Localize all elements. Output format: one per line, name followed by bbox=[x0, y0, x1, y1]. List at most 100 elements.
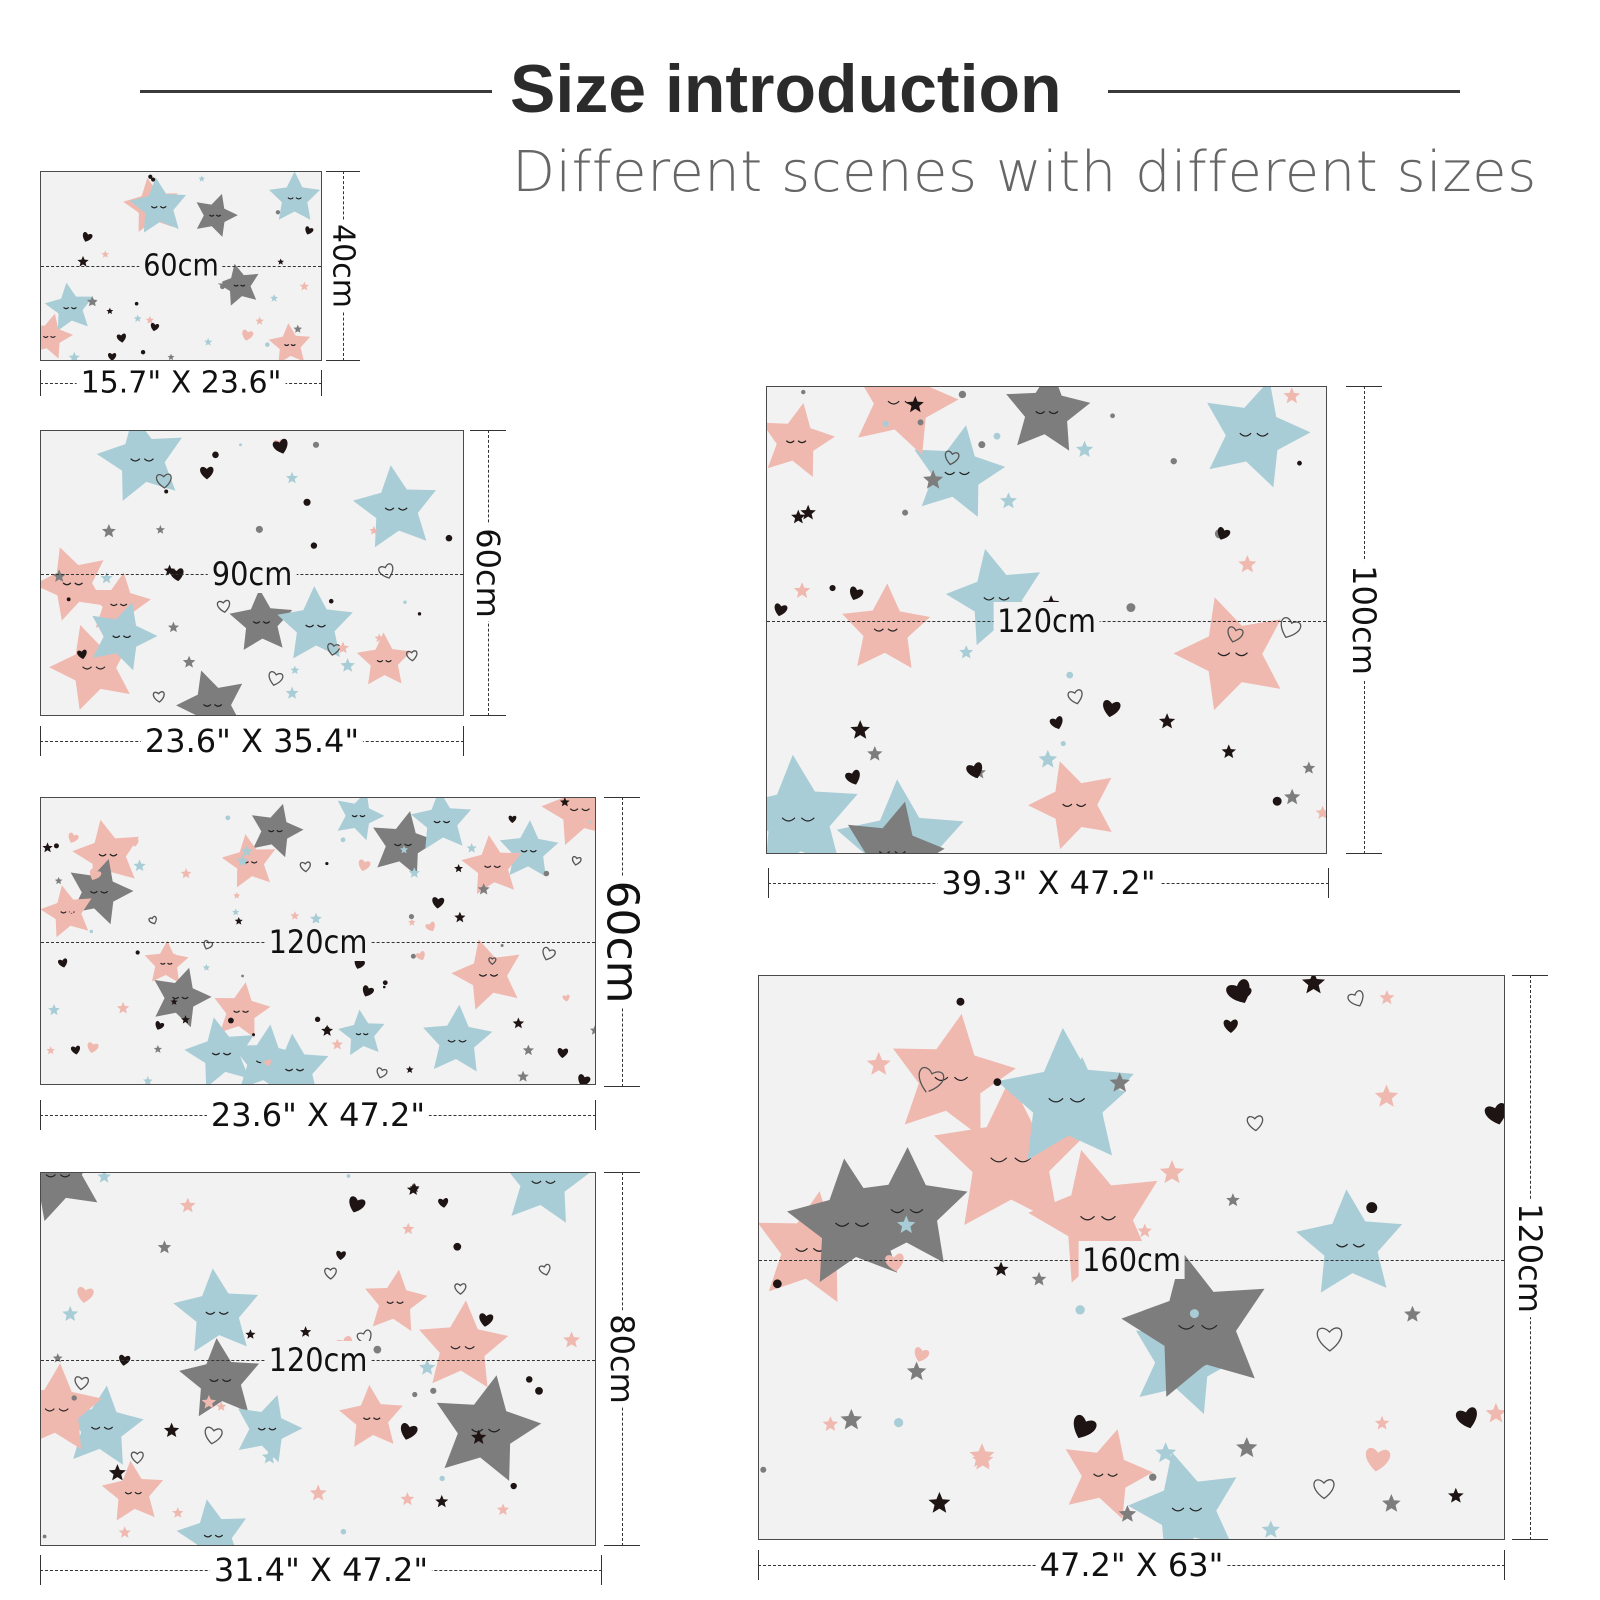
star-eye-shape bbox=[233, 284, 239, 287]
star-eye-shape bbox=[42, 335, 49, 339]
small-star-shape bbox=[477, 883, 490, 895]
small-star-shape bbox=[906, 1361, 927, 1381]
small-star-shape bbox=[408, 867, 420, 878]
dot-shape bbox=[403, 600, 407, 604]
heart-shape bbox=[542, 946, 556, 961]
dot-shape bbox=[760, 1466, 767, 1473]
star-eye-shape bbox=[1235, 652, 1248, 657]
star-eye-shape bbox=[209, 1378, 219, 1382]
small-star-shape bbox=[1301, 976, 1326, 994]
star-eye-shape bbox=[284, 1068, 294, 1072]
heart-shape bbox=[1316, 1327, 1343, 1352]
dot-shape bbox=[314, 1016, 321, 1023]
size-panel-120x80: 120cm bbox=[40, 1172, 596, 1546]
small-star-shape bbox=[46, 1046, 55, 1055]
big-star-shape bbox=[176, 670, 243, 715]
star-eye-shape bbox=[252, 621, 261, 624]
small-star-shape bbox=[234, 916, 243, 925]
big-star-shape bbox=[847, 801, 945, 853]
star-eye-shape bbox=[894, 850, 906, 853]
dot-shape bbox=[993, 1078, 1002, 1087]
big-star-shape bbox=[179, 1338, 260, 1417]
star-eye-shape bbox=[62, 582, 72, 586]
heart-shape bbox=[82, 232, 93, 242]
small-star-shape bbox=[1236, 1436, 1258, 1458]
star-eye-shape bbox=[531, 1180, 542, 1184]
page-subtitle: Different scenes with different sizes bbox=[512, 140, 1537, 205]
star-eye-shape bbox=[797, 440, 807, 444]
small-star-shape bbox=[48, 1004, 60, 1016]
big-star-shape bbox=[461, 834, 522, 895]
star-eye-shape bbox=[58, 1408, 69, 1412]
small-star-shape bbox=[42, 842, 53, 853]
star-eye-shape bbox=[287, 197, 294, 200]
star-eye-shape bbox=[1107, 1473, 1118, 1477]
small-star-shape bbox=[866, 1051, 891, 1075]
star-eye-shape bbox=[397, 507, 408, 511]
star-eye-shape bbox=[109, 853, 118, 857]
big-star-shape bbox=[365, 1269, 428, 1332]
small-star-shape bbox=[163, 1422, 180, 1437]
dot-shape bbox=[956, 997, 965, 1006]
small-star-shape bbox=[179, 1197, 196, 1213]
star-eye-shape bbox=[1189, 1507, 1203, 1512]
star-eye-shape bbox=[1171, 1507, 1185, 1512]
dot-shape bbox=[453, 1242, 462, 1251]
height-dimension: 100cm bbox=[1345, 386, 1383, 854]
heart-shape bbox=[130, 1451, 144, 1464]
star-eye-shape bbox=[362, 1033, 369, 1036]
big-star-shape bbox=[373, 811, 438, 876]
star-eye-shape bbox=[290, 344, 296, 347]
big-star-shape bbox=[176, 1499, 247, 1545]
heart-shape bbox=[845, 769, 860, 785]
big-star-shape bbox=[173, 1268, 259, 1352]
star-eye-shape bbox=[1035, 410, 1046, 415]
star-eye-shape bbox=[959, 471, 970, 476]
star-eye-shape bbox=[59, 1174, 71, 1178]
small-star-shape bbox=[512, 1017, 525, 1029]
big-star-shape bbox=[767, 403, 835, 477]
dot-shape bbox=[410, 953, 416, 959]
heart-shape bbox=[155, 473, 172, 489]
star-eye-shape bbox=[363, 1417, 371, 1420]
star-eye-shape bbox=[1201, 1324, 1218, 1330]
dot-shape bbox=[66, 597, 71, 602]
star-eye-shape bbox=[1076, 803, 1087, 807]
big-star-shape bbox=[339, 1384, 403, 1447]
size-panel-90x60: 90cm bbox=[40, 430, 464, 716]
small-star-shape bbox=[240, 845, 253, 857]
dot-shape bbox=[543, 870, 550, 877]
big-star-shape bbox=[501, 1173, 590, 1223]
heart-shape bbox=[272, 438, 288, 454]
star-eye-shape bbox=[800, 817, 815, 822]
small-star-shape bbox=[232, 908, 240, 916]
small-star-shape bbox=[454, 863, 463, 873]
star-eye-shape bbox=[520, 849, 528, 853]
big-star-shape bbox=[759, 1191, 869, 1303]
heart-shape bbox=[152, 691, 165, 703]
height-label: 80cm bbox=[603, 1310, 641, 1408]
small-star-shape bbox=[923, 469, 944, 489]
heart-shape bbox=[74, 1376, 89, 1391]
dot-shape bbox=[978, 441, 986, 449]
small-star-shape bbox=[97, 1173, 111, 1183]
small-star-shape bbox=[286, 471, 299, 484]
star-eye-shape bbox=[785, 440, 795, 444]
height-dimension: 60cm bbox=[596, 797, 648, 1087]
dot-shape bbox=[255, 525, 263, 533]
small-star-shape bbox=[1485, 1402, 1504, 1423]
star-eye-shape bbox=[1256, 432, 1269, 437]
small-star-shape bbox=[142, 1076, 153, 1084]
star-eye-shape bbox=[110, 603, 118, 607]
small-star-shape bbox=[919, 1088, 937, 1106]
dot-shape bbox=[275, 210, 281, 215]
heart-shape bbox=[914, 1347, 930, 1362]
small-star-shape bbox=[897, 1215, 916, 1233]
dot-shape bbox=[567, 1173, 576, 1178]
star-eye-shape bbox=[464, 1345, 475, 1350]
star-eye-shape bbox=[208, 214, 215, 217]
size-panel-160x120: 160cm bbox=[758, 975, 1505, 1540]
heart-shape bbox=[454, 1283, 467, 1295]
small-star-shape bbox=[1158, 713, 1176, 729]
small-star-shape bbox=[86, 296, 98, 307]
